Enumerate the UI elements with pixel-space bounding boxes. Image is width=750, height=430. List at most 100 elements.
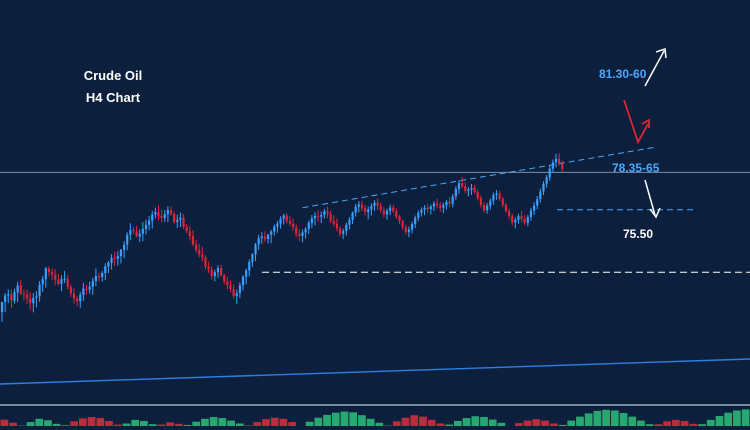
oscillator-bar xyxy=(532,419,541,426)
candle-body xyxy=(392,207,395,212)
candle-body xyxy=(385,210,389,215)
candle-body xyxy=(132,230,135,232)
candle-body xyxy=(179,217,182,220)
candle-body xyxy=(514,219,517,223)
oscillator-bar xyxy=(515,423,523,426)
oscillator-bar xyxy=(9,422,17,426)
candle-body xyxy=(301,232,304,237)
candle-body xyxy=(345,224,348,232)
candle-body xyxy=(439,205,442,208)
candle-body xyxy=(335,223,339,229)
oscillator-bar xyxy=(375,422,384,426)
candle-body xyxy=(342,231,345,234)
candle-body xyxy=(66,278,69,288)
oscillator-bar xyxy=(157,424,166,426)
long-term-support-trendline xyxy=(0,358,750,385)
candle-body xyxy=(229,285,232,290)
candle-body xyxy=(495,193,498,196)
candle-body xyxy=(548,168,551,178)
candle-body xyxy=(188,231,191,237)
candle-body xyxy=(279,218,282,224)
candle-body xyxy=(404,227,407,232)
oscillator-bar xyxy=(715,415,724,426)
candle-body xyxy=(554,158,558,163)
candle-body xyxy=(329,214,332,221)
up-arrow-shaft xyxy=(644,50,665,87)
oscillator-bar xyxy=(253,422,262,426)
oscillator-bar xyxy=(358,415,366,426)
candle-body xyxy=(401,221,404,228)
oscillator-bar xyxy=(558,424,567,426)
oscillator-bar xyxy=(680,420,689,426)
candle-body xyxy=(432,203,436,207)
oscillator-bar xyxy=(392,421,401,426)
oscillator-bar xyxy=(453,420,462,426)
oscillator-bar xyxy=(672,419,680,426)
oscillator-bar xyxy=(131,419,140,426)
oscillator-bar xyxy=(305,421,314,426)
oscillator-bar xyxy=(427,419,436,426)
candle-body xyxy=(467,189,470,191)
candle-body xyxy=(35,296,38,298)
oscillator-bar xyxy=(576,416,584,426)
candle-body xyxy=(367,209,370,212)
candle-body xyxy=(379,205,382,211)
candle-body xyxy=(163,214,166,219)
candle-body xyxy=(276,223,279,227)
candle-body xyxy=(326,211,329,215)
candle-body xyxy=(448,201,451,204)
candle-body xyxy=(317,215,320,217)
candle-body xyxy=(138,233,141,237)
oscillator-bar xyxy=(366,418,375,426)
candle-body xyxy=(116,255,119,259)
down-arrow-head xyxy=(649,207,661,219)
candle-body xyxy=(0,301,4,312)
candle-body xyxy=(395,211,398,217)
candle-body xyxy=(517,216,520,220)
candle-body xyxy=(235,293,238,297)
candle-body xyxy=(94,276,97,281)
candle-body xyxy=(32,297,35,304)
candle-body xyxy=(373,202,376,206)
candle-body xyxy=(313,215,317,219)
candle-body xyxy=(238,285,241,294)
candle-body xyxy=(420,209,423,213)
candle-body xyxy=(348,219,351,225)
candle-body xyxy=(363,208,367,212)
oscillator-bar xyxy=(201,418,209,426)
candle-body xyxy=(520,216,523,219)
candle-body xyxy=(245,270,248,277)
oscillator-bar xyxy=(209,417,218,426)
candle-body xyxy=(492,195,495,201)
candle-body xyxy=(473,187,476,193)
candle-body xyxy=(185,227,188,232)
candle-body xyxy=(122,244,126,250)
candle-body xyxy=(529,210,533,218)
chart-title-line2: H4 Chart xyxy=(86,90,141,105)
candle-body xyxy=(88,286,91,290)
oscillator-bar xyxy=(44,420,52,426)
candle-body xyxy=(135,231,138,237)
candle-body xyxy=(263,236,267,240)
oscillator-bar xyxy=(610,410,619,426)
candle-body xyxy=(545,177,548,184)
oscillator-bar xyxy=(218,418,227,426)
candle-body xyxy=(10,294,13,301)
candle-body xyxy=(539,191,542,200)
oscillator-bar xyxy=(26,422,35,426)
candle-body xyxy=(151,214,154,221)
candle-body xyxy=(536,199,539,206)
candle-body xyxy=(323,211,326,215)
oscillator-bar xyxy=(384,425,392,426)
support-zone-label: 78.35-65 xyxy=(612,161,660,175)
oscillator-bar xyxy=(733,410,741,426)
candle-body xyxy=(44,268,47,280)
candle-body xyxy=(489,200,492,206)
oscillator-bar xyxy=(140,420,148,426)
candle-body xyxy=(295,227,298,234)
oscillator-bar xyxy=(70,421,78,426)
candle-body xyxy=(173,213,176,223)
oscillator-bar xyxy=(288,422,297,426)
oscillator-bar xyxy=(78,418,87,426)
